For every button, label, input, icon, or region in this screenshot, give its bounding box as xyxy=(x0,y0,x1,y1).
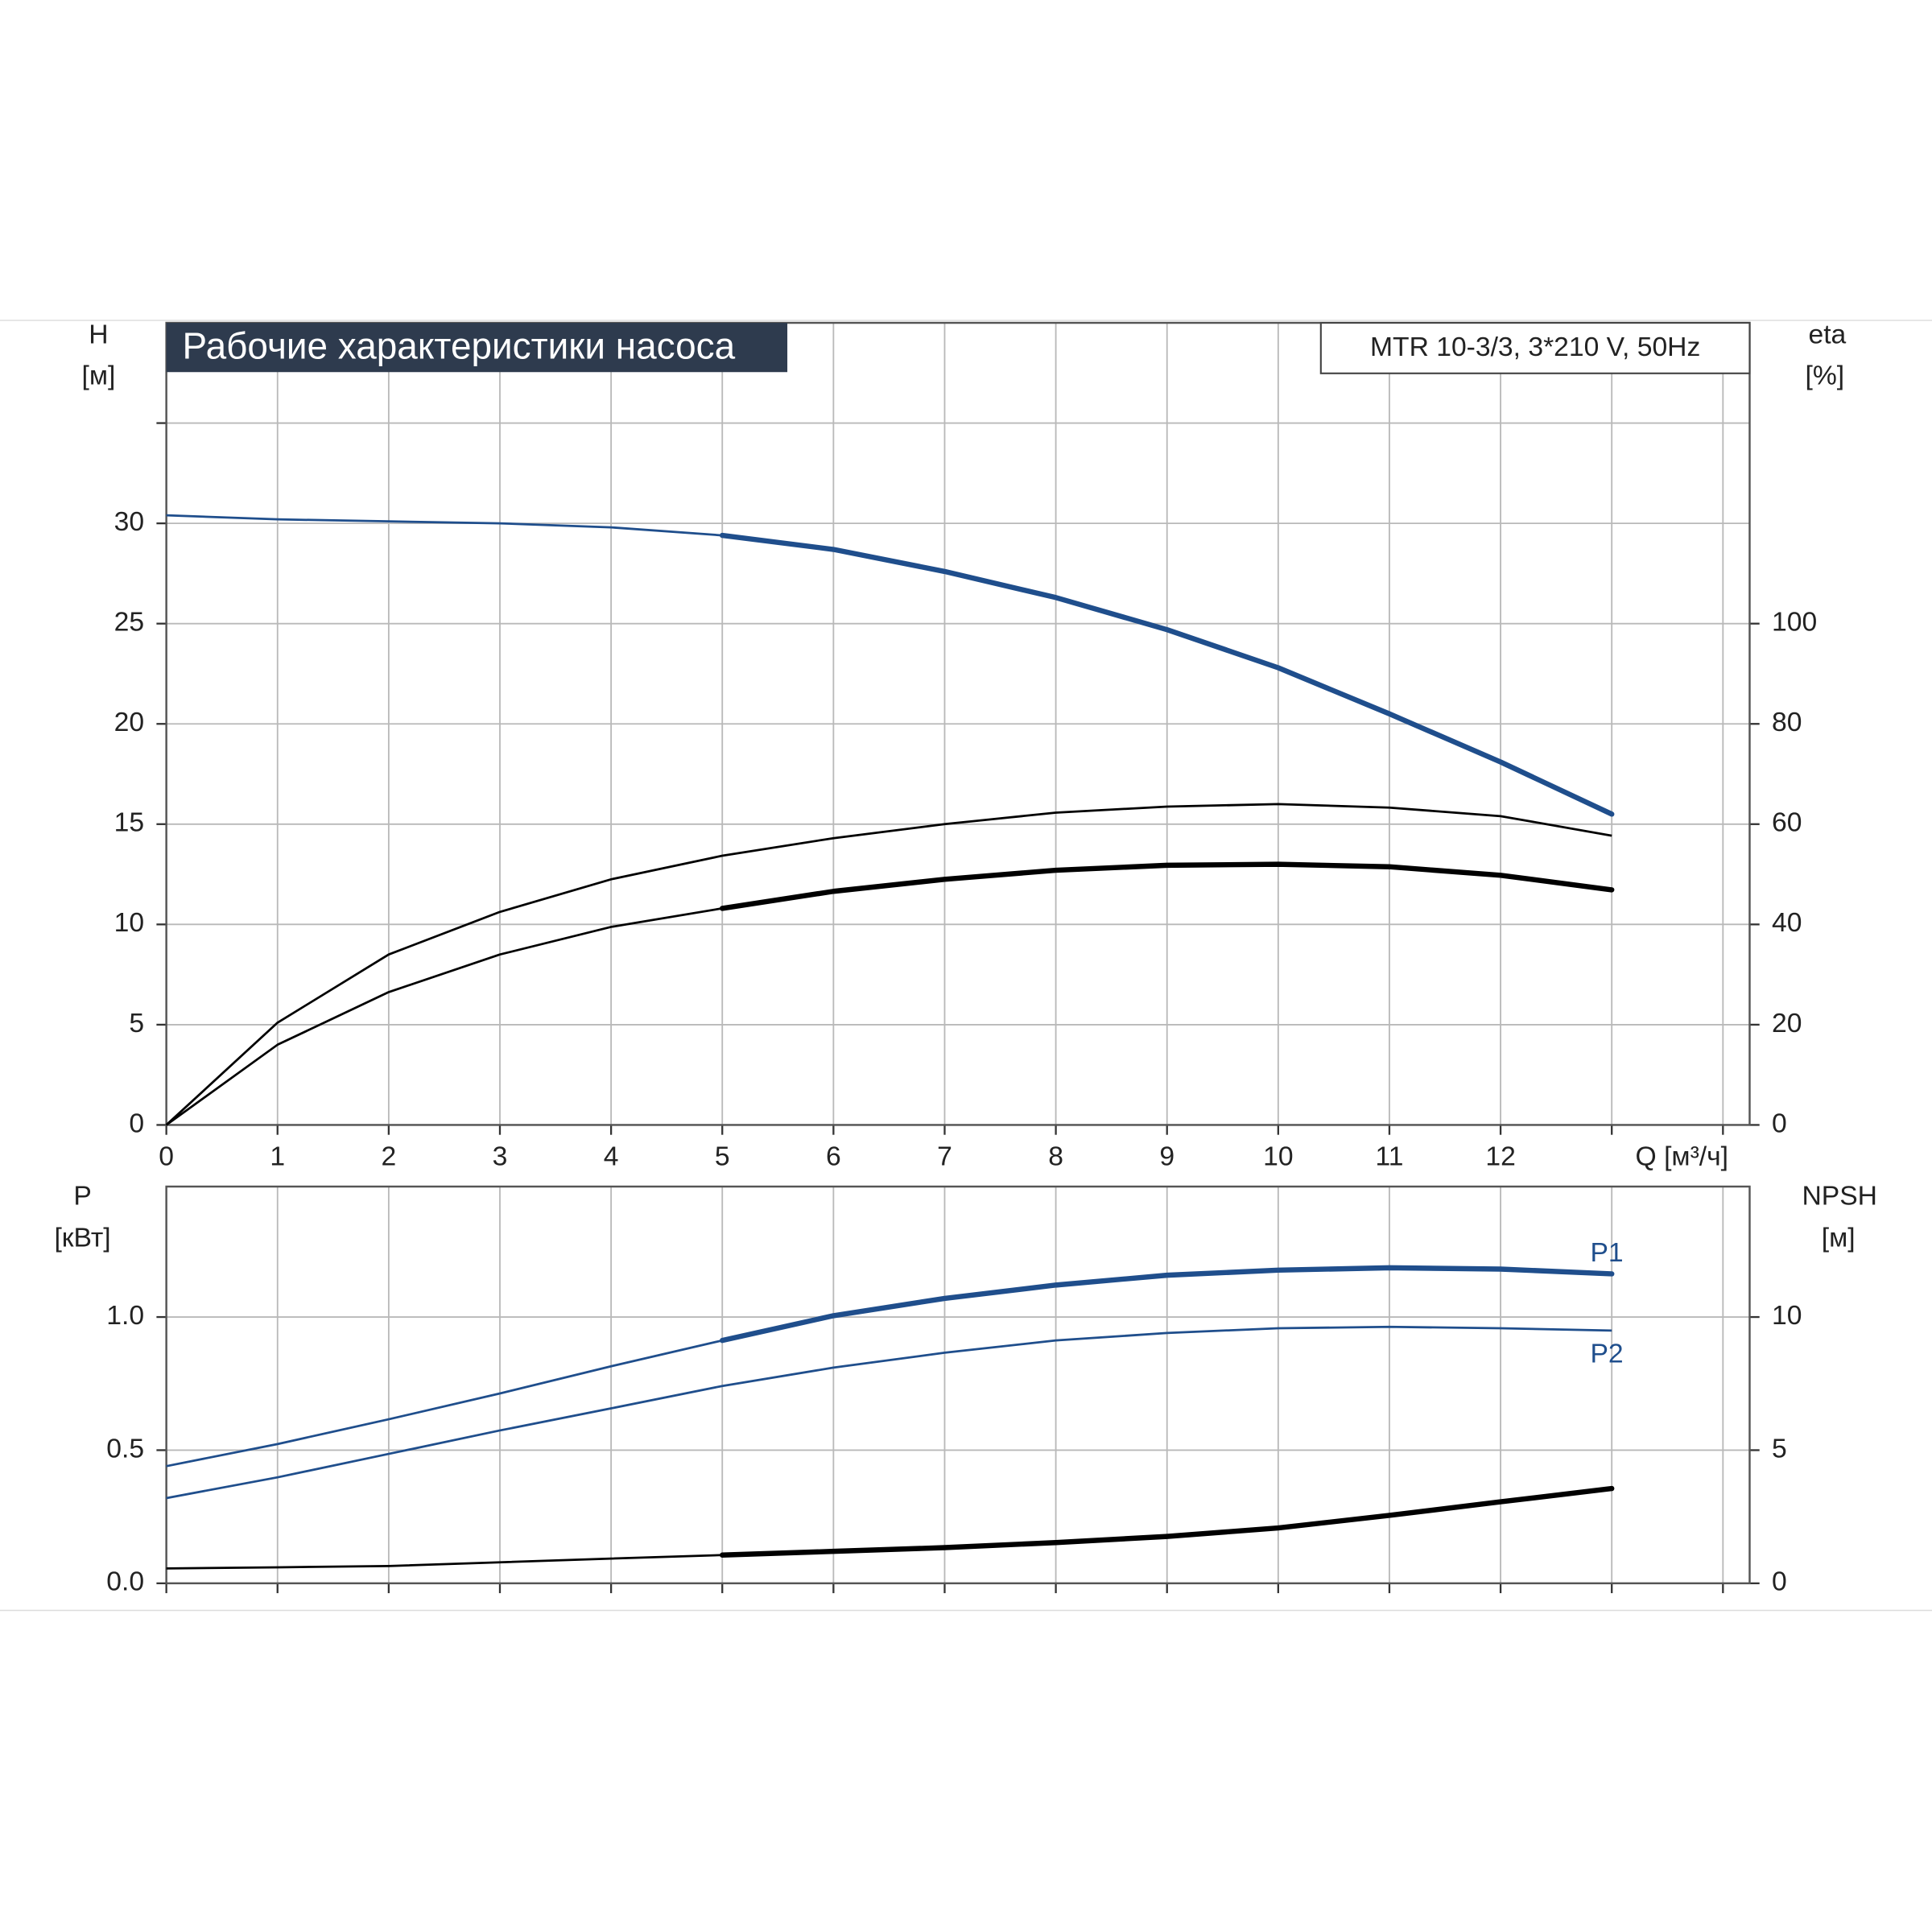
y-tick-label: 20 xyxy=(114,708,144,737)
y-tick-label: 5 xyxy=(129,1009,144,1038)
y2-axis-label: NPSH xyxy=(1802,1182,1877,1212)
title-box xyxy=(166,323,788,373)
y-tick-label: 30 xyxy=(114,507,144,537)
series-line xyxy=(166,1487,1612,1570)
x-tick-label: 2 xyxy=(382,1142,397,1172)
y2-tick-label: 5 xyxy=(1772,1434,1787,1463)
y-tick-label: 15 xyxy=(114,808,144,838)
x-tick-label: 11 xyxy=(1375,1142,1403,1172)
y-axis-label: H xyxy=(89,320,108,350)
y2-tick-label: 100 xyxy=(1772,608,1817,638)
plot-frame xyxy=(165,1185,1751,1585)
model-label: MTR 10-3/3, 3*210 V, 50Hz xyxy=(1370,332,1700,362)
plots: 0 1 2 3 4 5 6 7 8 9 10 11 12051015202530020406080100… xyxy=(106,321,1817,1597)
series-line xyxy=(165,803,1612,1126)
series-line-operating xyxy=(720,1485,1615,1558)
y-tick-label: 10 xyxy=(114,908,144,938)
y2-tick-label: 0 xyxy=(1772,1108,1787,1138)
y-tick-label: 1.0 xyxy=(106,1301,144,1331)
series-line xyxy=(166,1325,1612,1500)
x-tick-label: 7 xyxy=(937,1142,952,1172)
y-tick-label: 0.0 xyxy=(106,1567,144,1597)
y-tick-label: 0.5 xyxy=(106,1434,144,1463)
x-tick-label: 3 xyxy=(493,1142,508,1172)
y2-tick-label: 10 xyxy=(1772,1301,1802,1331)
x-tick-label: 5 xyxy=(715,1142,730,1172)
y2-axis-label: eta xyxy=(1808,320,1846,350)
x-axis-label: Q [м³/ч] xyxy=(1636,1142,1728,1172)
chart-title: Рабочие характеристики насоса xyxy=(183,324,736,366)
plot-frame xyxy=(165,321,1751,1126)
x-tick-label: 8 xyxy=(1048,1142,1063,1172)
x-tick-label: 10 xyxy=(1263,1142,1293,1172)
x-tick-label: 4 xyxy=(604,1142,619,1172)
y-tick-label: 0 xyxy=(129,1108,144,1138)
y-axis-label: P xyxy=(73,1182,91,1212)
x-tick-label: 0 xyxy=(159,1142,174,1172)
x-tick-label: 1 xyxy=(270,1142,285,1172)
curve-label: P1 xyxy=(1590,1238,1623,1268)
y2-tick-label: 60 xyxy=(1772,808,1802,838)
y-axis-unit: [м] xyxy=(82,361,116,390)
y-axis-unit: [кВт] xyxy=(54,1224,110,1253)
series-line-operating xyxy=(720,861,1615,911)
curve-label: P2 xyxy=(1590,1339,1623,1368)
series-line-operating xyxy=(720,1265,1615,1344)
y2-axis-unit: [%] xyxy=(1806,361,1845,390)
x-tick-label: 6 xyxy=(826,1142,841,1172)
series-line xyxy=(165,863,1612,1126)
model-box xyxy=(1319,321,1751,374)
y2-tick-label: 80 xyxy=(1772,708,1802,737)
series-line xyxy=(166,1266,1612,1468)
y2-tick-label: 0 xyxy=(1772,1567,1787,1597)
y2-axis-unit: [м] xyxy=(1822,1224,1856,1253)
y2-tick-label: 40 xyxy=(1772,908,1802,938)
x-tick-label: 9 xyxy=(1159,1142,1174,1172)
x-tick-label: 12 xyxy=(1485,1142,1515,1172)
series-line-operating xyxy=(720,532,1615,817)
y2-tick-label: 20 xyxy=(1772,1009,1802,1038)
y-tick-label: 25 xyxy=(114,608,144,638)
